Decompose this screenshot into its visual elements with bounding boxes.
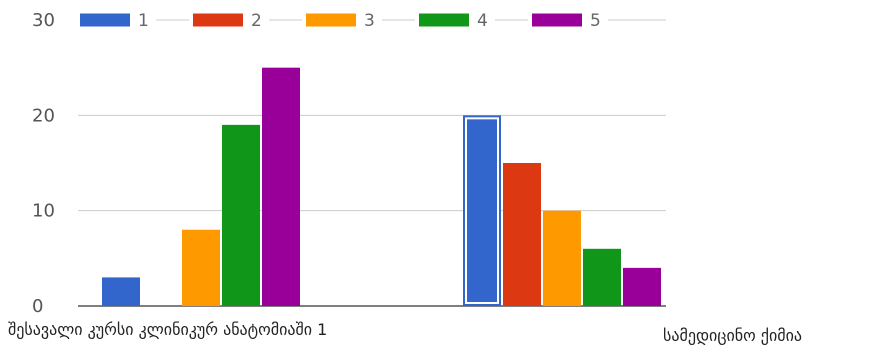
legend-swatch-5[interactable] — [532, 13, 582, 27]
bar-series-4-cat-1[interactable] — [222, 124, 260, 306]
legend-swatch-2[interactable] — [193, 13, 243, 27]
legend: 1 2 3 4 5 — [76, 10, 608, 31]
bar-highlight-outline — [465, 117, 499, 305]
bar-series-3-cat-1[interactable] — [182, 229, 220, 306]
legend-swatch-3[interactable] — [306, 13, 356, 27]
y-tick-label: 20 — [32, 105, 55, 126]
y-tick-label: 30 — [32, 10, 55, 31]
x-category-label-1: შესავალი კურსი კლინიკურ ანატომიაში 1 — [8, 320, 327, 339]
bar-series-5-cat-2[interactable] — [623, 267, 661, 306]
y-tick-label: 10 — [32, 201, 55, 222]
legend-label-3[interactable]: 3 — [364, 11, 375, 31]
bar-series-3-cat-2[interactable] — [543, 210, 581, 306]
y-tick-label: 0 — [32, 296, 43, 317]
legend-label-2[interactable]: 2 — [251, 11, 262, 31]
bars — [102, 67, 661, 307]
legend-swatch-1[interactable] — [80, 13, 130, 27]
x-category-label-2: სამედიცინო ქიმია — [663, 326, 802, 345]
y-axis-ticks: 0 10 20 30 — [32, 10, 55, 317]
bar-series-1-cat-1[interactable] — [102, 277, 140, 306]
legend-label-1[interactable]: 1 — [138, 11, 149, 31]
bar-series-5-cat-1[interactable] — [262, 67, 300, 307]
bar-series-4-cat-2[interactable] — [583, 248, 621, 306]
legend-swatch-4[interactable] — [419, 13, 469, 27]
bar-series-2-cat-2[interactable] — [503, 163, 541, 306]
x-axis-category-labels: შესავალი კურსი კლინიკურ ანატომიაში 1 სამე… — [8, 320, 802, 345]
legend-label-5[interactable]: 5 — [590, 11, 601, 31]
legend-label-4[interactable]: 4 — [477, 11, 488, 31]
bar-series-1-cat-2[interactable] — [463, 115, 501, 306]
